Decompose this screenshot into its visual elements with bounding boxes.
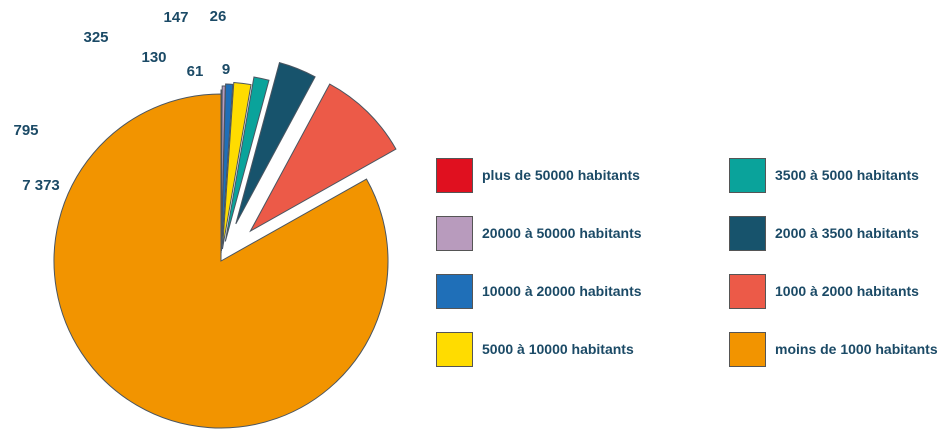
legend-swatch — [729, 215, 766, 251]
legend-label: 20000 à 50000 habitants — [482, 225, 642, 241]
slice-value-label-1: 26 — [210, 8, 227, 25]
slice-value-label-7: 7 373 — [22, 177, 60, 194]
legend-item: 3500 à 5000 habitants — [729, 155, 919, 195]
legend-label: 3500 à 5000 habitants — [775, 167, 919, 183]
slice-value-label-2: 61 — [187, 63, 204, 80]
legend-label: 2000 à 3500 habitants — [775, 225, 919, 241]
pie-slice-7 — [53, 93, 389, 429]
legend-label: moins de 1000 habitants — [775, 341, 938, 357]
legend-swatch — [436, 273, 473, 309]
slice-value-label-4: 130 — [141, 49, 166, 66]
slice-value-label-3: 147 — [163, 9, 188, 26]
legend-swatch — [436, 331, 473, 367]
legend-swatch — [729, 273, 766, 309]
legend-label: 1000 à 2000 habitants — [775, 283, 919, 299]
pie-chart: 9 26 61 147 130 325 795 7 373 — [13, 8, 397, 429]
legend-item: 20000 à 50000 habitants — [436, 213, 642, 253]
legend-label: 5000 à 10000 habitants — [482, 341, 634, 357]
legend-swatch — [729, 157, 766, 193]
legend-swatch — [436, 157, 473, 193]
pie-slice-5 — [235, 62, 316, 225]
legend-label: 10000 à 20000 habitants — [482, 283, 642, 299]
slice-value-label-6: 795 — [13, 122, 38, 139]
legend-swatch — [729, 331, 766, 367]
legend-item: moins de 1000 habitants — [729, 329, 938, 369]
legend-item: 10000 à 20000 habitants — [436, 271, 642, 311]
legend-item: 5000 à 10000 habitants — [436, 329, 634, 369]
pie-slice-6 — [249, 83, 397, 233]
legend-label: plus de 50000 habitants — [482, 167, 640, 183]
pie-slice-2 — [220, 83, 234, 252]
pie-slice-4 — [224, 76, 270, 242]
slice-value-label-5: 325 — [83, 29, 108, 46]
pie-slice-3 — [221, 81, 252, 250]
legend-item: plus de 50000 habitants — [436, 155, 640, 195]
legend-swatch — [436, 215, 473, 251]
legend-item: 2000 à 3500 habitants — [729, 213, 919, 253]
slice-value-label-0: 9 — [222, 61, 230, 78]
legend-item: 1000 à 2000 habitants — [729, 271, 919, 311]
